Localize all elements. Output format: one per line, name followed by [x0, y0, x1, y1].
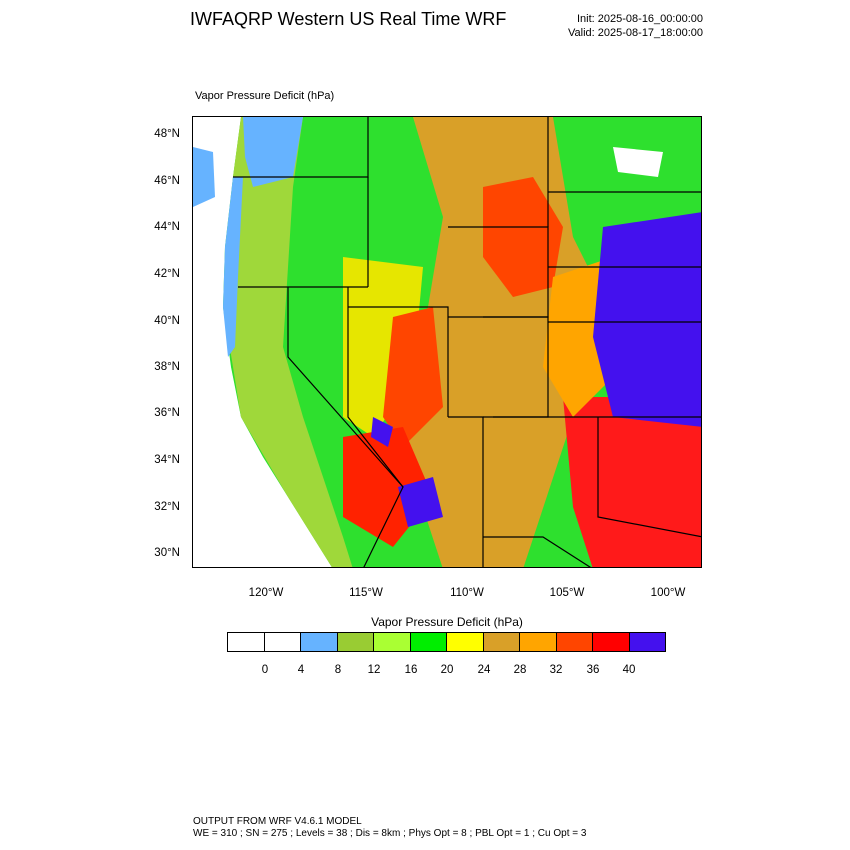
vpd-map	[192, 116, 702, 568]
lat-tick-32: 32°N	[154, 501, 180, 513]
lat-tick-40: 40°N	[154, 315, 180, 327]
colorbar-swatch-0	[227, 632, 265, 652]
colorbar-label-24: 24	[477, 664, 491, 676]
lat-tick-38: 38°N	[154, 361, 180, 373]
colorbar-swatch-11	[628, 632, 666, 652]
colorbar-swatch-2	[300, 632, 338, 652]
wa-coast-blue	[243, 117, 303, 187]
colorbar-swatch-4	[373, 632, 411, 652]
colorbar-label-16: 16	[404, 664, 418, 676]
colorbar-label-0: 0	[261, 664, 269, 676]
colorbar-label-28: 28	[513, 664, 527, 676]
init-time: Init: 2025-08-16_00:00:00	[577, 13, 703, 25]
lon-tick-115: 115°W	[349, 587, 383, 599]
colorbar-label-8: 8	[334, 664, 342, 676]
plains-purple	[593, 212, 701, 427]
colorbar-title: Vapor Pressure Deficit (hPa)	[371, 615, 523, 629]
lon-tick-100: 100°W	[650, 587, 686, 599]
az-purple	[398, 477, 443, 527]
lat-tick-30: 30°N	[154, 547, 180, 559]
lat-tick-48: 48°N	[154, 128, 180, 140]
colorbar-swatch-8	[519, 632, 557, 652]
lat-tick-34: 34°N	[154, 454, 180, 466]
colorbar-swatch-6	[446, 632, 484, 652]
coast-lightgreen	[225, 117, 353, 567]
nv-purple	[371, 417, 393, 447]
state-borders	[233, 117, 701, 567]
footer-model: OUTPUT FROM WRF V4.6.1 MODEL	[193, 816, 362, 827]
lat-tick-42: 42°N	[154, 268, 180, 280]
colorbar-label-36: 36	[586, 664, 600, 676]
colorbar-swatch-5	[409, 632, 447, 652]
lat-tick-44: 44°N	[154, 221, 180, 233]
valid-time: Valid: 2025-08-17_18:00:00	[568, 27, 703, 39]
lat-tick-46: 46°N	[154, 175, 180, 187]
colorbar-label-40: 40	[622, 664, 636, 676]
colorbar-label-20: 20	[440, 664, 454, 676]
lon-tick-110: 110°W	[450, 587, 484, 599]
wy-red	[483, 177, 563, 297]
plot-title: IWFAQRP Western US Real Time WRF	[190, 9, 507, 29]
lon-tick-105: 105°W	[549, 587, 585, 599]
colorbar-swatch-1	[263, 632, 301, 652]
colorbar-swatch-3	[336, 632, 374, 652]
colorbar-swatch-7	[482, 632, 520, 652]
colorbar-label-12: 12	[367, 664, 381, 676]
colorbar	[227, 632, 666, 652]
colorbar-swatch-10	[592, 632, 630, 652]
lat-tick-36: 36°N	[154, 407, 180, 419]
variable-label: Vapor Pressure Deficit (hPa)	[195, 90, 335, 102]
footer-config: WE = 310 ; SN = 275 ; Levels = 38 ; Dis …	[193, 828, 587, 839]
mt-white	[613, 147, 663, 177]
offshore-blue	[193, 147, 215, 207]
lon-tick-120: 120°W	[248, 587, 284, 599]
colorbar-label-4: 4	[297, 664, 305, 676]
ut-red	[383, 307, 443, 447]
colorbar-label-32: 32	[549, 664, 563, 676]
coast-blue	[223, 177, 243, 357]
colorbar-swatch-9	[555, 632, 593, 652]
